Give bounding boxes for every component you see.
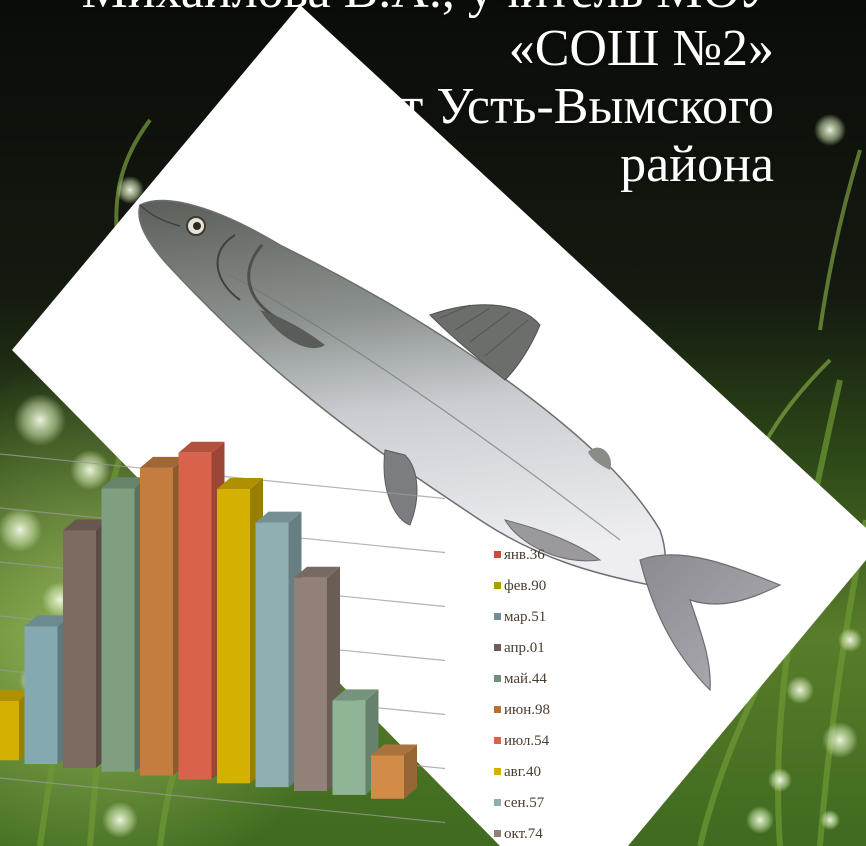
legend-swatch bbox=[494, 830, 501, 837]
legend-swatch bbox=[494, 799, 501, 806]
title-line-school: «СОШ №2» bbox=[508, 20, 774, 77]
legend-label: фев.90 bbox=[504, 578, 546, 594]
bar-top bbox=[24, 615, 71, 627]
legend-swatch bbox=[494, 768, 501, 775]
legend-label: мар.51 bbox=[504, 609, 546, 625]
legend-label: сен.57 bbox=[504, 795, 545, 811]
chart-bar bbox=[24, 615, 71, 765]
legend-label: июл.54 bbox=[504, 733, 550, 749]
legend-swatch bbox=[494, 737, 501, 744]
bar-front bbox=[371, 755, 404, 799]
chart-bar bbox=[332, 689, 379, 795]
legend-label: июн.98 bbox=[504, 702, 550, 718]
bar-side bbox=[404, 744, 417, 799]
legend-swatch bbox=[494, 706, 501, 713]
bar-top bbox=[294, 566, 340, 578]
legend-label: май.44 bbox=[504, 671, 547, 687]
legend-swatch bbox=[494, 644, 501, 651]
bar-top bbox=[63, 519, 109, 531]
title-line-region: района bbox=[620, 136, 774, 193]
bar-front bbox=[332, 700, 366, 795]
bar-front bbox=[63, 530, 96, 768]
title-line-author: Михайлова В.А., учитель МОУ bbox=[54, 0, 774, 20]
legend-swatch bbox=[494, 675, 501, 682]
bar-top bbox=[371, 744, 417, 756]
bar-top bbox=[178, 441, 225, 453]
slide-title: Михайлова В.А., учитель МОУ «СОШ №2» от … bbox=[54, 0, 774, 194]
chart-bars bbox=[0, 441, 417, 799]
chart-bar bbox=[371, 744, 417, 799]
bar-front bbox=[294, 577, 327, 792]
chart-legend: янв.36 фев.90 мар.51 апр.01 май.44 июн.98 июл.… bbox=[494, 547, 550, 842]
legend-label: окт.74 bbox=[504, 826, 543, 842]
legend-label: авг.40 bbox=[504, 764, 541, 780]
legend-label: янв.36 bbox=[504, 547, 545, 563]
bar-front bbox=[140, 467, 173, 776]
bar-front bbox=[255, 522, 289, 788]
title-line-district: от Усть-Вымского bbox=[375, 78, 774, 135]
legend-swatch bbox=[494, 613, 501, 620]
bar-front bbox=[0, 700, 19, 761]
bar-top bbox=[140, 456, 186, 468]
legend-swatch bbox=[494, 551, 501, 558]
bar-top bbox=[255, 511, 302, 523]
bar-top bbox=[217, 478, 263, 490]
bar-top bbox=[0, 689, 32, 701]
legend-swatch bbox=[494, 582, 501, 589]
bar-front bbox=[217, 489, 250, 784]
bar-front bbox=[178, 452, 212, 780]
legend-label: апр.01 bbox=[504, 640, 545, 656]
bar-front bbox=[101, 488, 135, 772]
gridline bbox=[0, 777, 446, 824]
bar-top bbox=[332, 689, 379, 701]
bar-top bbox=[101, 477, 148, 489]
bar-front bbox=[24, 626, 58, 765]
